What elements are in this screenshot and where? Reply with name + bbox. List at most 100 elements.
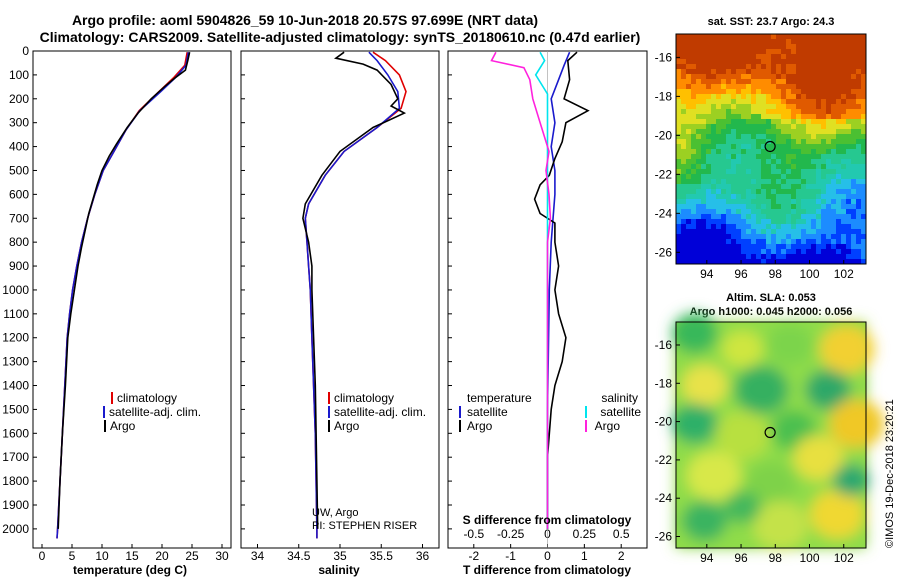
sst-pixel [716,179,722,185]
sst-pixel [771,239,777,245]
sst-pixel [831,94,837,100]
sst-pixel [711,239,717,245]
sst-pixel [831,69,837,75]
sst-pixel [806,134,812,140]
sst-pixel [846,149,852,155]
sst-pixel [701,174,707,180]
sst-pixel [691,144,697,150]
sst-pixel [751,199,757,205]
sst-pixel [761,64,767,70]
sst-pixel [711,179,717,185]
sst-pixel [721,159,727,165]
credit-annotation-line-1: UW, Argo [312,507,358,519]
sst-pixel [856,229,862,235]
sst-pixel [821,89,827,95]
sst-pixel [696,184,702,190]
sst-pixel [716,39,722,45]
sst-pixel [756,169,762,175]
x-tick-label: -2 [468,549,479,563]
sst-pixel [856,199,862,205]
sst-pixel [821,254,827,260]
sst-pixel [676,139,682,145]
sst-pixel [721,184,727,190]
sst-pixel [851,109,857,115]
sst-pixel [696,179,702,185]
sst-pixel [851,74,857,80]
sst-pixel [761,129,767,135]
sst-pixel [736,209,742,215]
sst-pixel [736,169,742,175]
sst-pixel [691,189,697,195]
depth-tick-label: 200 [9,92,29,106]
sst-pixel [716,94,722,100]
sst-pixel [751,59,757,65]
sst-pixel [801,49,807,55]
sst-pixel [856,239,862,245]
sst-pixel [696,229,702,235]
sla-blob [672,403,718,445]
sst-pixel [756,89,762,95]
sst-pixel [676,79,682,85]
sst-pixel [726,244,732,250]
sst-pixel [721,39,727,45]
sst-pixel [826,34,832,40]
sst-pixel [836,54,842,60]
sst-pixel [701,154,707,160]
sst-pixel [816,174,822,180]
sst-pixel [776,204,782,210]
sst-pixel [706,154,712,160]
sst-pixel [706,39,712,45]
sst-pixel [806,149,812,155]
sst-pixel [791,99,797,105]
sst-pixel [746,254,752,260]
sst-pixel [676,169,682,175]
sst-pixel [691,139,697,145]
sst-pixel [811,99,817,105]
sst-pixel [801,134,807,140]
sst-pixel [706,144,712,150]
sst-pixel [706,99,712,105]
sst-pixel [806,89,812,95]
sst-pixel [786,54,792,60]
sst-pixel [836,124,842,130]
sst-pixel [786,99,792,105]
sst-pixel [681,254,687,260]
sst-pixel [676,219,682,225]
sst-pixel [771,209,777,215]
sst-pixel [841,219,847,225]
map-x-tick-label: 100 [799,551,819,565]
sst-pixel [861,254,867,260]
sst-pixel [796,79,802,85]
sst-pixel [816,254,822,260]
sst-pixel [861,154,867,160]
sst-pixel [781,199,787,205]
sst-pixel [861,74,867,80]
sst-pixel [816,159,822,165]
sst-pixel [841,254,847,260]
sst-pixel [851,84,857,90]
sst-pixel [811,194,817,200]
sst-pixel [731,234,737,240]
depth-tick-label: 1800 [2,474,29,488]
sst-pixel [706,134,712,140]
sst-pixel [756,59,762,65]
sst-pixel [696,89,702,95]
sst-pixel [846,194,852,200]
sst-pixel [716,234,722,240]
sst-pixel [771,89,777,95]
sst-pixel [701,99,707,105]
sst-pixel [676,204,682,210]
sst-pixel [841,159,847,165]
sst-pixel [706,214,712,220]
map-x-tick-label: 102 [834,551,854,565]
sst-pixel [781,89,787,95]
sst-pixel [831,79,837,85]
sst-pixel [736,184,742,190]
sst-pixel [816,219,822,225]
sst-pixel [781,139,787,145]
sst-pixel [751,229,757,235]
sst-pixel [771,129,777,135]
sst-pixel [686,54,692,60]
sst-pixel [746,169,752,175]
temperature-line-argo [57,52,191,529]
